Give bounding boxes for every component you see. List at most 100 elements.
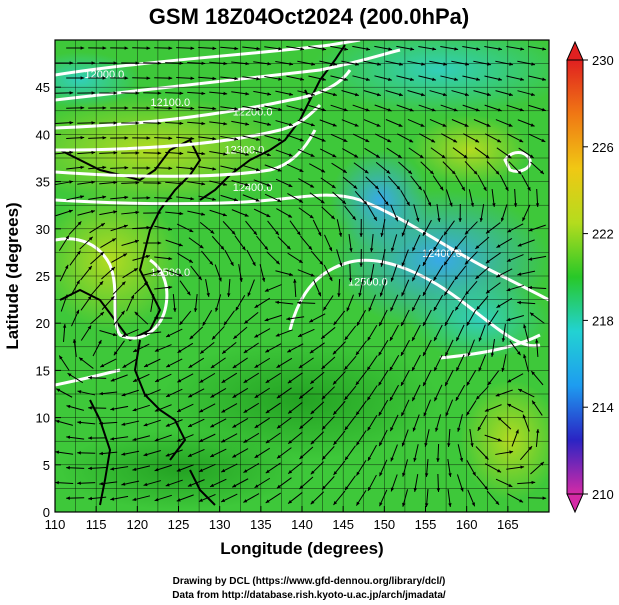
streamline-arrowhead [501,338,506,342]
streamline-arrowhead [477,426,482,431]
streamline-arrowhead [245,122,250,126]
streamline-arrowhead [110,407,115,411]
streamline-arrowhead [507,229,512,233]
streamline-arrowhead [88,436,92,440]
streamline-arrowhead [520,47,525,51]
y-axis-label: Latitude (degrees) [3,202,22,349]
streamline-arrowhead [470,443,474,447]
streamline-arrowhead [56,388,61,392]
streamline-arrowhead [318,232,322,237]
x-tick-label: 150 [373,517,395,532]
streamline-arrowhead [201,61,206,65]
colorbar: 210 214 218 222 226 230 [566,40,614,514]
contour-label: 12200.0 [233,107,273,119]
streamline-arrowhead [376,123,381,127]
streamline-arrowhead [500,217,505,222]
streamline-arrowhead [88,376,92,380]
streamline-arrowhead [278,77,283,81]
streamline-arrowhead [453,139,458,143]
streamline-arrowhead [124,195,129,200]
streamline-arrowhead [390,427,394,432]
streamline-arrowhead [110,296,115,301]
streamline-arrowhead [487,381,492,386]
streamline-arrowhead [79,357,83,362]
x-tick-label: 145 [332,517,354,532]
streamline-arrowhead [425,503,429,507]
streamline-arrowhead [487,62,491,66]
x-tick-label: 165 [497,517,519,532]
streamline-arrowhead [266,152,271,157]
streamline-arrowhead [379,442,383,447]
streamline-arrowhead [401,262,405,267]
streamline-arrowhead [475,139,480,143]
streamline-arrowhead [425,473,429,477]
streamline-arrowhead [472,471,476,476]
streamline-arrowhead [76,280,80,285]
contour-line [55,69,352,130]
streamline-arrowhead [444,261,448,266]
streamline-arrowhead [265,469,270,474]
colorbar-tick-label: 210 [592,487,614,502]
streamline-arrowhead [416,217,420,222]
streamline-arrowhead [233,335,238,339]
streamline-arrowhead [319,261,323,265]
streamline-arrowhead [267,92,272,96]
streamline-arrowhead [231,230,236,235]
streamline-arrowhead [369,278,373,282]
streamline-arrowhead [322,425,326,430]
streamline-arrowhead [317,292,321,297]
streamline-arrowhead [64,294,68,299]
streamline-arrowhead [528,285,532,290]
colorbar-ticks: 210 214 218 222 226 230 [583,53,614,502]
streamline-arrowhead [406,201,410,206]
streamline-arrowhead [378,411,382,416]
streamline-arrowhead [540,462,544,466]
streamline-arrowhead [100,363,105,368]
streamline-arrowhead [333,501,338,505]
streamline-arrowhead [188,394,193,398]
streamline-arrowhead [466,381,470,386]
streamline-arrowhead [299,455,304,459]
streamline-arrowhead [99,482,104,486]
streamline-arrowhead [77,390,82,394]
streamline-arrowhead [110,378,115,382]
streamline-arrowhead [146,196,151,200]
streamline-arrowhead [498,77,502,81]
streamline-arrowhead [245,92,250,96]
streamline-arrowhead [80,76,85,80]
streamline-arrowhead [143,482,148,487]
streamline-arrowhead [299,425,304,429]
streamline-arrowhead [179,121,184,125]
streamline-arrowhead [288,440,293,444]
streamline-arrowhead [254,364,259,368]
streamline-arrowhead [277,168,282,172]
streamline-arrowhead [401,232,405,237]
streamline-arrowhead [365,138,370,142]
streamline-arrowhead [475,275,480,279]
streamline-arrowhead [121,281,126,286]
streamline-arrowhead [332,92,337,97]
streamline-arrowhead [443,231,448,236]
streamline-arrowhead [187,453,192,457]
streamline-arrowhead [497,438,502,442]
streamlines [55,45,547,508]
streamline-arrowhead [266,183,271,187]
streamline-arrowhead [344,456,349,461]
streamline-arrowhead [299,485,304,489]
streamline-arrowhead [124,136,129,140]
streamline-arrowhead [542,77,546,81]
streamline-arrowhead [154,498,159,502]
streamline-arrowhead [144,363,149,367]
streamline-arrowhead [288,153,293,157]
streamline-arrowhead [199,468,203,472]
streamline-arrowhead [221,379,226,383]
streamline-arrowhead [328,247,332,252]
streamline-arrowhead [215,307,219,312]
streamline-arrowhead [198,498,203,502]
streamline-arrowhead [356,471,360,476]
streamline-arrowhead [476,77,480,81]
streamline-arrowhead [529,154,534,158]
streamline-arrowhead [346,307,350,312]
streamline-arrowhead [321,107,326,112]
streamline-arrowhead [495,501,500,505]
